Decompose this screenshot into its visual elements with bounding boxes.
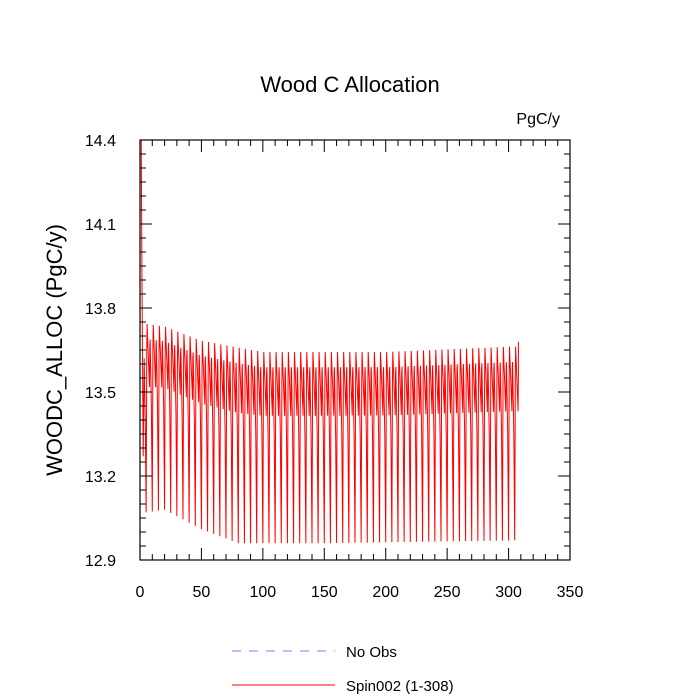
y-axis-label: WOODC_ALLOC (PgC/y) [42,224,67,476]
legend-label-no-obs: No Obs [346,644,397,661]
x-tick-label: 250 [434,584,461,601]
x-tick-label: 50 [193,584,211,601]
y-tick-label: 13.8 [85,301,116,318]
series-line-spin002 [140,139,519,544]
x-tick-labels: 0 50 100 150 200 250 300 350 [136,584,584,601]
plot-area: 0 50 100 150 200 250 300 350 12.9 13.2 13.5 13.8 14… [85,133,584,601]
y-tick-label: 14.4 [85,133,116,150]
y-tick-label: 14.1 [85,217,116,234]
units-label: PgC/y [516,111,560,128]
y-tick-labels: 12.9 13.2 13.5 13.8 14.1 14.4 [85,133,116,570]
x-tick-label: 200 [372,584,399,601]
x-tick-label: 100 [250,584,277,601]
y-tick-label: 13.2 [85,469,116,486]
series-layer [140,139,519,544]
x-tick-label: 300 [495,584,522,601]
legend: No Obs Spin002 (1-308) [232,644,454,695]
x-tick-label: 150 [311,584,338,601]
x-tick-label: 350 [557,584,584,601]
y-tick-label: 13.5 [85,385,116,402]
chart-title: Wood C Allocation [260,72,439,97]
x-tick-label: 0 [136,584,145,601]
axis-ticks [139,139,571,561]
y-tick-label: 12.9 [85,553,116,570]
legend-label-spin002: Spin002 (1-308) [346,678,454,695]
